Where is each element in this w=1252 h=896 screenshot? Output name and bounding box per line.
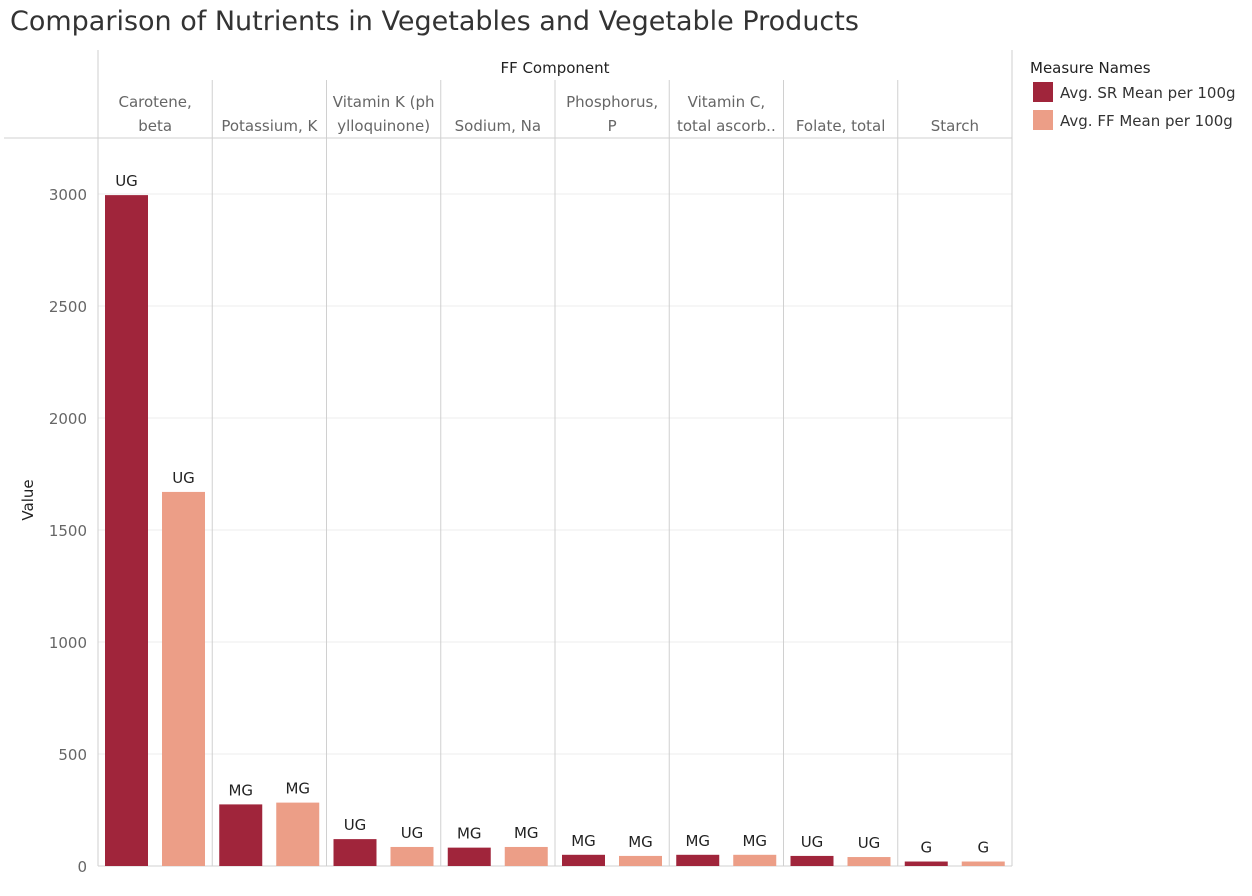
bar: [333, 839, 377, 866]
data-label: MG: [628, 833, 653, 851]
y-tick-label: 3000: [49, 186, 87, 204]
category-label: Vitamin K (ph ylloquinone): [333, 93, 435, 135]
data-label: UG: [344, 816, 367, 834]
y-tick-label: 1000: [49, 634, 87, 652]
legend-swatch: [1033, 82, 1053, 102]
y-axis: 0 500 1000 1500 2000 2500 3000: [49, 186, 87, 876]
y-tick-label: 2000: [49, 410, 87, 428]
category-label: Sodium, Na: [455, 117, 541, 135]
data-label: UG: [401, 824, 424, 842]
data-label: UG: [801, 833, 824, 851]
bar: [504, 846, 548, 866]
bar: [390, 846, 434, 866]
bar: [847, 857, 891, 866]
bar: [619, 855, 662, 866]
data-label: MG: [742, 832, 767, 850]
bars: UG MG UG MG MG MG UG G UG MG UG MG MG MG UG G: [105, 172, 1005, 866]
y-tick-label: 1500: [49, 522, 87, 540]
y-tick-label: 0: [77, 858, 87, 876]
y-axis-label: Value: [19, 479, 37, 520]
bar: [904, 861, 948, 866]
category-label: Potassium, K: [221, 117, 318, 135]
bar: [276, 802, 320, 866]
data-label: MG: [514, 824, 539, 842]
legend-swatch: [1033, 110, 1053, 130]
category-label: Phosphorus, P: [566, 93, 658, 135]
legend-title: Measure Names: [1030, 59, 1151, 77]
data-label: G: [920, 839, 932, 857]
data-label: UG: [172, 469, 195, 487]
legend: Measure Names Avg. SR Mean per 100g Avg. …: [1030, 59, 1236, 130]
legend-label: Avg. FF Mean per 100g: [1060, 112, 1233, 130]
chart-title: Comparison of Nutrients in Vegetables an…: [10, 6, 859, 37]
data-label: MG: [457, 825, 482, 843]
y-tick-label: 2500: [49, 298, 87, 316]
legend-label: Avg. SR Mean per 100g: [1060, 84, 1236, 102]
category-label: Starch: [931, 117, 979, 135]
bar: [790, 855, 834, 866]
data-label: MG: [228, 781, 253, 799]
data-label: MG: [571, 832, 596, 850]
bar: [733, 854, 777, 866]
data-label: G: [977, 839, 989, 857]
y-tick-label: 500: [58, 746, 87, 764]
data-label: UG: [115, 172, 138, 190]
column-header: FF Component: [500, 59, 609, 77]
data-label: UG: [858, 834, 881, 852]
category-label: Vitamin C, total ascorb..: [677, 93, 776, 135]
data-label: MG: [685, 832, 710, 850]
bar: [961, 861, 1005, 866]
category-panels: Carotene, beta Potassium, K Vitamin K (ph yl…: [4, 50, 1013, 867]
category-label: Folate, total: [796, 117, 886, 135]
bar: [676, 854, 720, 866]
bar: [105, 195, 148, 866]
data-label: MG: [285, 780, 310, 798]
bar: [447, 847, 491, 866]
category-label: Carotene, beta: [118, 93, 191, 135]
bar: [219, 804, 263, 866]
bar: [562, 854, 605, 866]
bar: [162, 491, 205, 866]
